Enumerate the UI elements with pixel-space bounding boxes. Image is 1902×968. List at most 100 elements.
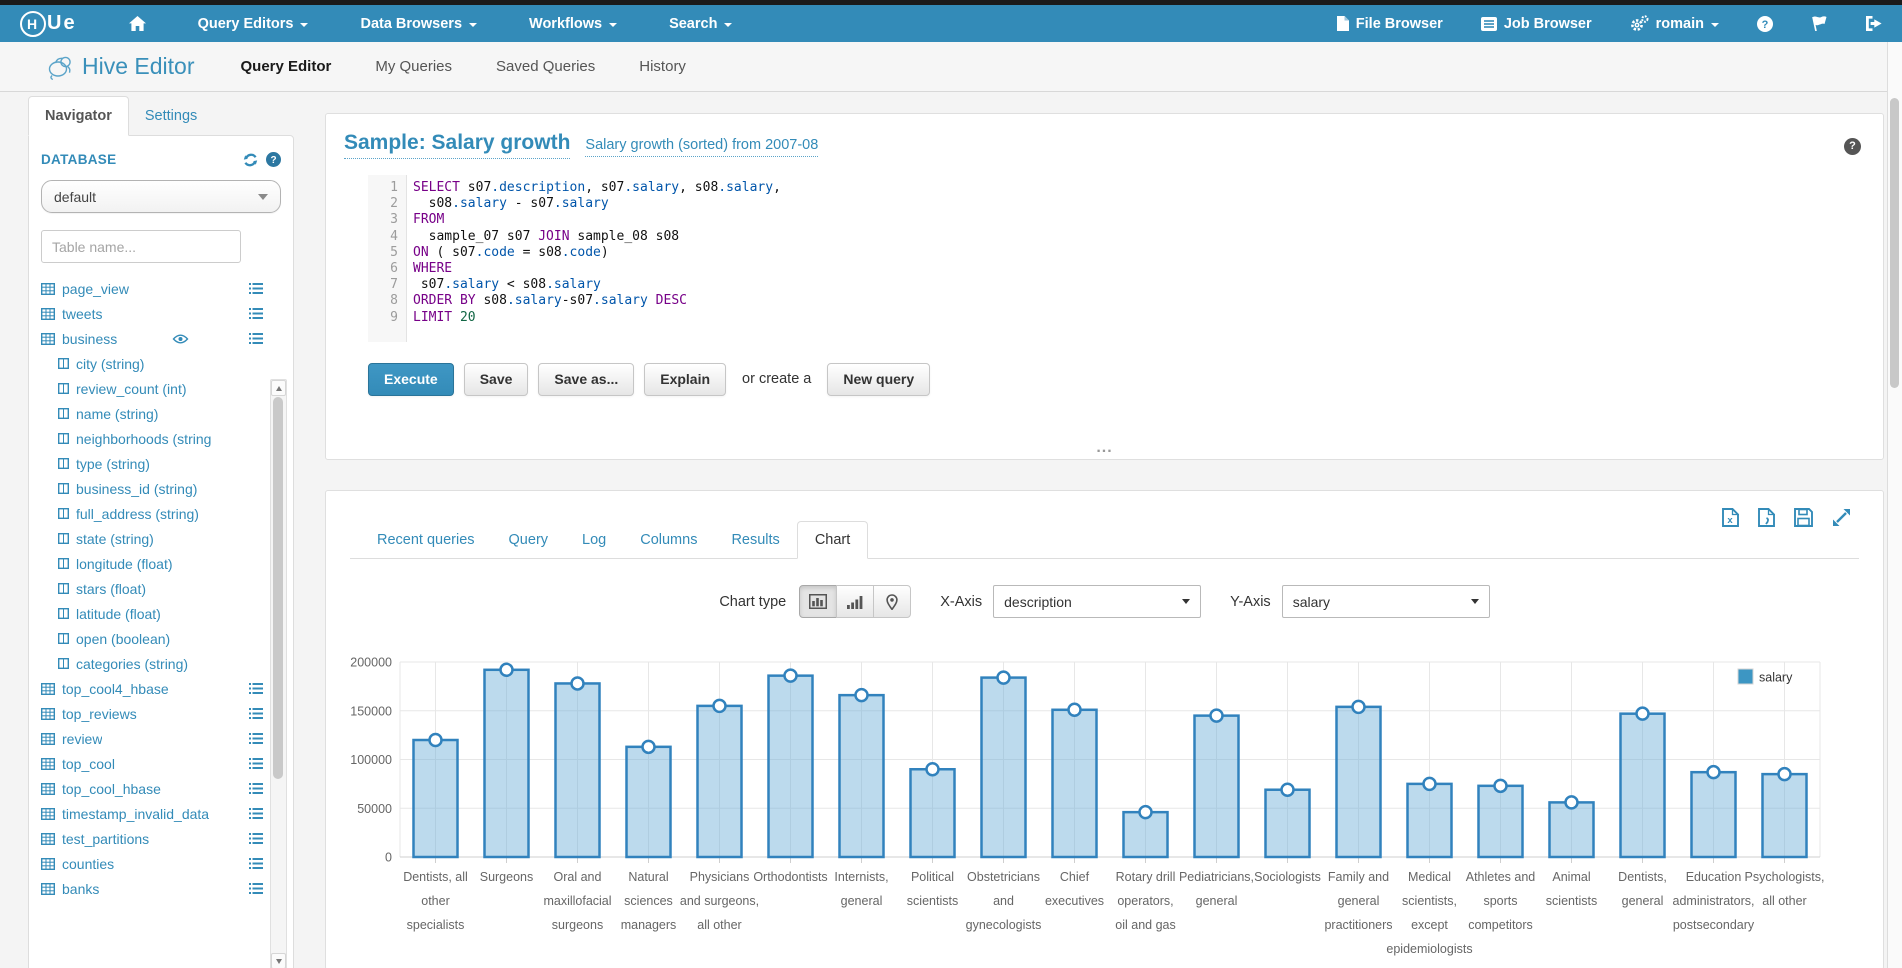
sidebar-scrollbar[interactable] [270,379,287,968]
list-icon[interactable] [249,708,263,719]
column-item[interactable]: state (string) [41,526,263,551]
list-icon[interactable] [249,783,263,794]
chart-bar[interactable] [980,676,1027,859]
column-item[interactable]: stars (float) [41,576,263,601]
chart-type-bars-button[interactable] [799,585,838,618]
tab-navigator[interactable]: Navigator [28,96,129,136]
expand-icon[interactable] [1832,508,1851,527]
list-icon[interactable] [249,808,263,819]
logout-button[interactable] [1866,16,1882,31]
tab-my-queries[interactable]: My Queries [375,58,453,75]
help-icon[interactable]: ? [266,152,281,167]
nav-workflows[interactable]: Workflows [529,16,618,32]
chart-bar[interactable] [1690,770,1737,859]
chart-bar[interactable] [1406,782,1453,859]
nav-file-browser[interactable]: File Browser [1336,16,1443,32]
table-item[interactable]: review [41,726,263,751]
chart-bar[interactable] [1761,772,1808,859]
tab-saved-queries[interactable]: Saved Queries [496,58,596,75]
chart-point[interactable] [1067,702,1082,718]
save-as-button[interactable]: Save as... [538,362,635,396]
execute-button[interactable]: Execute [368,362,454,396]
query-title[interactable]: Sample: Salary growth [344,131,571,159]
chart-point[interactable] [1564,795,1579,810]
nav-job-browser[interactable]: Job Browser [1480,16,1592,32]
column-item[interactable]: type (string) [41,451,263,476]
table-item[interactable]: counties [41,851,263,876]
chart-bar[interactable] [1548,801,1595,859]
column-item[interactable]: open (boolean) [41,626,263,651]
list-icon[interactable] [249,858,263,869]
column-item[interactable]: business_id (string) [41,476,263,501]
chart-point[interactable] [570,676,585,691]
chart-point[interactable] [1777,766,1792,782]
table-item[interactable]: timestamp_invalid_data [41,801,263,826]
chart-point[interactable] [1138,804,1153,820]
help-button[interactable]: ? [1757,15,1773,32]
chart-bar[interactable] [838,693,885,859]
column-item[interactable]: categories (string) [41,651,263,676]
chart-point[interactable] [641,739,656,755]
chart-point[interactable] [1280,782,1295,797]
chart-point[interactable] [1706,764,1721,780]
scroll-up-icon[interactable] [271,380,286,396]
scrollbar-thumb[interactable] [272,397,283,779]
save-button[interactable]: Save [463,362,529,396]
column-item[interactable]: latitude (float) [41,601,263,626]
column-item[interactable]: full_address (string) [41,501,263,526]
tab-settings[interactable]: Settings [144,107,198,124]
chart-bar[interactable] [767,674,814,859]
column-item[interactable]: longitude (float) [41,551,263,576]
tab-query[interactable]: Query [508,532,549,548]
chart-bar[interactable] [909,768,956,859]
chart-point[interactable] [1493,778,1508,794]
home-button[interactable] [128,16,146,31]
list-icon[interactable] [249,758,263,769]
download-excel-icon[interactable]: x [1722,508,1739,527]
table-item[interactable]: tweets [41,301,263,326]
y-axis-select[interactable]: salary [1281,585,1490,618]
tab-recent-queries[interactable]: Recent queries [377,532,475,548]
column-item[interactable]: review_count (int) [41,376,263,401]
nav-query-editors[interactable]: Query Editors [198,16,309,32]
column-item[interactable]: city (string) [41,351,263,376]
scrollbar-thumb[interactable] [1890,98,1899,388]
list-icon[interactable] [249,733,263,744]
refresh-icon[interactable] [243,153,258,167]
chart-point[interactable] [925,762,940,777]
nav-data-browsers[interactable]: Data Browsers [360,16,478,32]
tab-log[interactable]: Log [582,532,607,548]
tab-history[interactable]: History [639,58,686,75]
list-icon[interactable] [249,883,263,894]
chart-point[interactable] [996,670,1011,685]
column-item[interactable]: name (string) [41,401,263,426]
app-title[interactable]: Hive Editor [46,53,194,80]
chart-type-timeline-button[interactable] [836,585,875,618]
x-axis-select[interactable]: description [993,585,1202,618]
eye-icon[interactable] [172,334,195,344]
table-item[interactable]: test_partitions [41,826,263,851]
chart-type-map-button[interactable] [873,585,912,618]
chart-bar[interactable] [625,745,672,859]
tab-columns[interactable]: Columns [640,532,698,548]
chart-point[interactable] [1422,776,1437,792]
chart-point[interactable] [1209,708,1224,723]
chart-bar[interactable] [483,668,530,859]
nav-search[interactable]: Search [669,16,733,32]
table-item[interactable]: top_cool [41,751,263,776]
column-item[interactable]: neighborhoods (string [41,426,263,451]
table-item[interactable]: banks [41,876,263,901]
table-filter-input[interactable] [41,230,241,263]
download-csv-icon[interactable] [1758,508,1775,527]
scroll-down-icon[interactable] [271,953,286,968]
new-query-button[interactable]: New query [827,362,931,396]
tab-query-editor[interactable]: Query Editor [240,58,332,75]
chart-bar[interactable] [1264,788,1311,859]
chart-point[interactable] [428,732,443,748]
sql-code-editor[interactable]: 1 SELECT s07.description, s07.salary, s08… [368,175,1864,342]
table-item[interactable]: top_reviews [41,701,263,726]
table-item[interactable]: top_cool_hbase [41,776,263,801]
chart-bar[interactable] [1051,708,1098,859]
chart-point[interactable] [854,687,869,703]
chart-point[interactable] [1351,699,1366,715]
